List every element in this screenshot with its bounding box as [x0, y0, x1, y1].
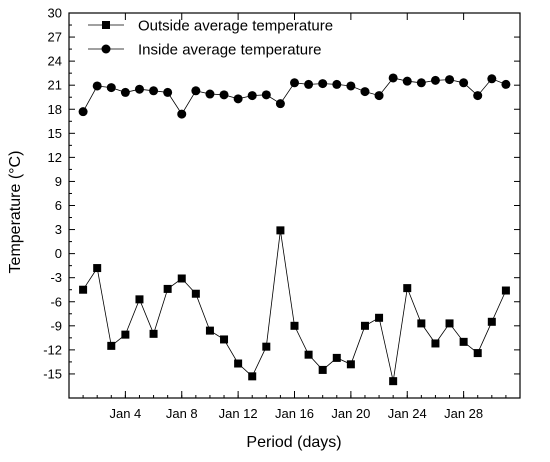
- data-point-circle: [304, 79, 314, 89]
- y-tick-label: -9: [50, 318, 62, 333]
- data-point-square: [163, 284, 172, 293]
- data-point-circle: [92, 81, 102, 91]
- data-point-square: [318, 365, 327, 374]
- x-axis-title: Period (days): [246, 434, 341, 451]
- data-point-circle: [290, 78, 299, 88]
- legend-label: Outside average temperature: [138, 18, 333, 35]
- data-point-circle: [332, 79, 342, 89]
- data-point-circle: [177, 109, 187, 119]
- data-point-circle: [261, 90, 271, 100]
- data-point-circle: [346, 81, 356, 91]
- data-point-square: [177, 274, 186, 283]
- y-tick-label: 12: [48, 150, 62, 165]
- data-point-square: [459, 337, 468, 346]
- data-point-square: [346, 360, 355, 369]
- data-point-square: [501, 286, 510, 295]
- data-point-circle: [501, 79, 511, 89]
- y-tick-label: 15: [48, 126, 62, 141]
- legend-marker-circle: [101, 44, 111, 54]
- data-point-square: [360, 321, 369, 330]
- data-point-circle: [487, 74, 497, 84]
- data-point-circle: [275, 99, 285, 109]
- y-tick-label: 30: [48, 6, 62, 21]
- data-point-circle: [233, 94, 243, 104]
- x-tick-label: Jan 8: [166, 406, 198, 421]
- data-point-circle: [318, 79, 328, 89]
- data-point-square: [149, 329, 158, 338]
- data-point-circle: [219, 90, 229, 100]
- data-point-circle: [120, 87, 130, 97]
- data-point-circle: [360, 87, 370, 97]
- data-point-square: [135, 295, 144, 304]
- data-point-square: [107, 341, 116, 350]
- y-axis-title: Temperature (°C): [7, 151, 24, 274]
- y-tick-label: -12: [43, 342, 62, 357]
- data-point-square: [248, 372, 257, 381]
- data-point-square: [487, 317, 496, 326]
- data-point-circle: [402, 76, 412, 86]
- data-point-circle: [205, 89, 215, 99]
- data-point-circle: [445, 75, 455, 85]
- data-point-square: [121, 330, 130, 339]
- x-tick-label: Jan 12: [219, 406, 258, 421]
- data-point-circle: [416, 78, 426, 88]
- data-point-circle: [247, 91, 257, 101]
- data-point-square: [417, 319, 426, 328]
- y-tick-label: 6: [55, 198, 62, 213]
- y-tick-label: -15: [43, 366, 62, 381]
- data-point-square: [332, 353, 341, 362]
- data-point-circle: [191, 86, 201, 96]
- data-point-circle: [163, 87, 173, 97]
- y-tick-label: 3: [55, 222, 62, 237]
- data-point-square: [93, 264, 102, 273]
- x-tick-label: Jan 16: [275, 406, 314, 421]
- data-point-square: [79, 285, 88, 294]
- data-point-square: [473, 349, 482, 358]
- x-tick-label: Jan 24: [388, 406, 427, 421]
- data-point-square: [234, 359, 243, 368]
- legend-marker-square: [102, 21, 110, 29]
- y-tick-label: 9: [55, 174, 62, 189]
- data-point-square: [191, 289, 200, 298]
- data-point-square: [389, 377, 398, 386]
- data-point-square: [375, 313, 384, 322]
- data-point-square: [431, 339, 440, 348]
- y-tick-label: 0: [55, 246, 62, 261]
- data-point-circle: [78, 107, 88, 117]
- x-tick-label: Jan 4: [109, 406, 141, 421]
- data-point-square: [304, 350, 313, 359]
- data-point-circle: [106, 83, 116, 93]
- data-point-square: [262, 342, 271, 351]
- data-point-circle: [459, 78, 469, 88]
- y-tick-label: -3: [50, 270, 62, 285]
- data-point-square: [276, 226, 285, 235]
- x-tick-label: Jan 28: [444, 406, 483, 421]
- plot-frame: [68, 12, 521, 399]
- data-point-circle: [430, 75, 440, 85]
- data-point-square: [205, 326, 214, 335]
- data-point-circle: [473, 91, 483, 101]
- series-line: [82, 230, 507, 382]
- plot-area: -15 -12 -9 -6 -3 0 3 6 9 12 15 18 21 24 27 30 Jan 4 Jan 8…: [43, 6, 521, 421]
- y-tick-label: -6: [50, 294, 62, 309]
- data-point-square: [445, 319, 454, 328]
- data-point-square: [290, 321, 299, 330]
- y-tick-label: 21: [48, 78, 62, 93]
- data-point-circle: [388, 73, 398, 83]
- data-point-square: [403, 284, 412, 293]
- y-tick-label: 27: [48, 30, 62, 45]
- data-point-circle: [134, 84, 144, 94]
- data-point-square: [220, 335, 229, 344]
- y-tick-label: 24: [48, 54, 62, 69]
- x-tick-label: Jan 20: [331, 406, 370, 421]
- y-tick-label: 18: [48, 102, 62, 117]
- legend-label: Inside average temperature: [138, 42, 321, 59]
- data-point-circle: [149, 86, 159, 96]
- data-point-circle: [374, 91, 384, 101]
